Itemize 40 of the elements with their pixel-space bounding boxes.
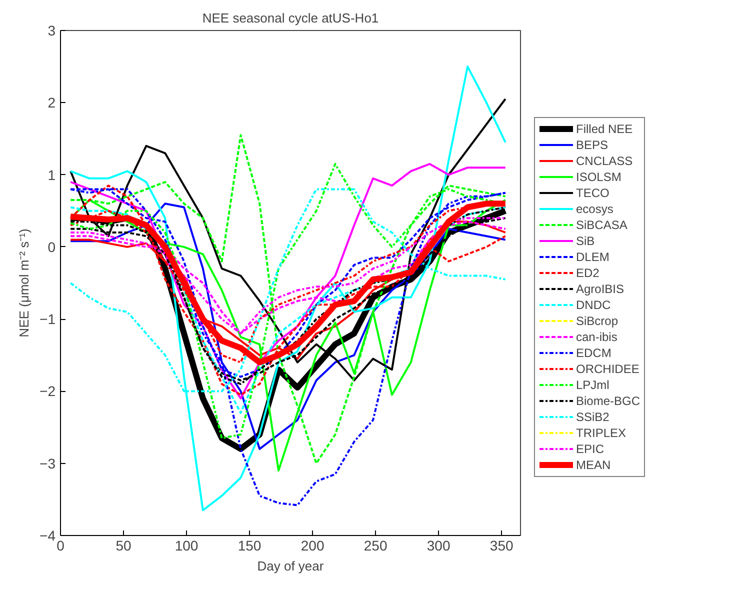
legend-label: EPIC [576,442,604,456]
legend-label: SSiB2 [576,410,610,424]
y-tick-label: 0 [48,238,56,255]
legend-label: EDCM [576,346,612,360]
chart-title: NEE seasonal cycle atUS-Ho1 [202,10,379,26]
legend-label: CNCLASS [576,154,633,168]
y-tick-label: 3 [48,22,56,38]
legend-label: SiBcrop [576,314,618,328]
legend-label: MEAN [576,458,611,472]
legend-label: SiBCASA [576,218,628,232]
legend-label: DLEM [576,250,610,264]
legend-label: Filled NEE [576,122,633,136]
legend-label: ORCHIDEE [576,362,640,376]
legend-label: LPJml [576,378,610,392]
y-tick-label: −1 [40,311,56,328]
y-axis-title: NEE (μmol m⁻² s⁻¹) [16,228,32,338]
x-tick-label: 50 [116,538,132,554]
x-tick-label: 200 [300,538,324,554]
y-tick-label: −2 [40,383,56,400]
x-axis-title: Day of year [257,558,324,574]
y-tick-label: 1 [48,166,56,183]
legend-label: ED2 [576,266,600,280]
legend-label: can-ibis [576,330,618,344]
legend-label: ISOLSM [576,170,622,184]
x-tick-label: 150 [238,538,262,554]
y-tick-label: 2 [48,94,56,111]
legend-label: TRIPLEX [576,426,626,440]
legend-label: DNDC [576,298,611,312]
legend-label: AgroIBIS [576,282,624,296]
y-tick-label: −3 [40,455,56,472]
y-tick-label: −4 [40,528,56,544]
x-tick-label: 350 [490,538,514,554]
legend-label: SiB [576,234,596,248]
legend-label: BEPS [576,138,608,152]
legend-label: ecosys [576,202,614,216]
x-tick-label: 100 [174,538,198,554]
legend-label: Biome-BGC [576,394,640,408]
x-tick-label: 250 [364,538,388,554]
legend-label: TECO [576,186,610,200]
x-tick-label: 300 [426,538,450,554]
